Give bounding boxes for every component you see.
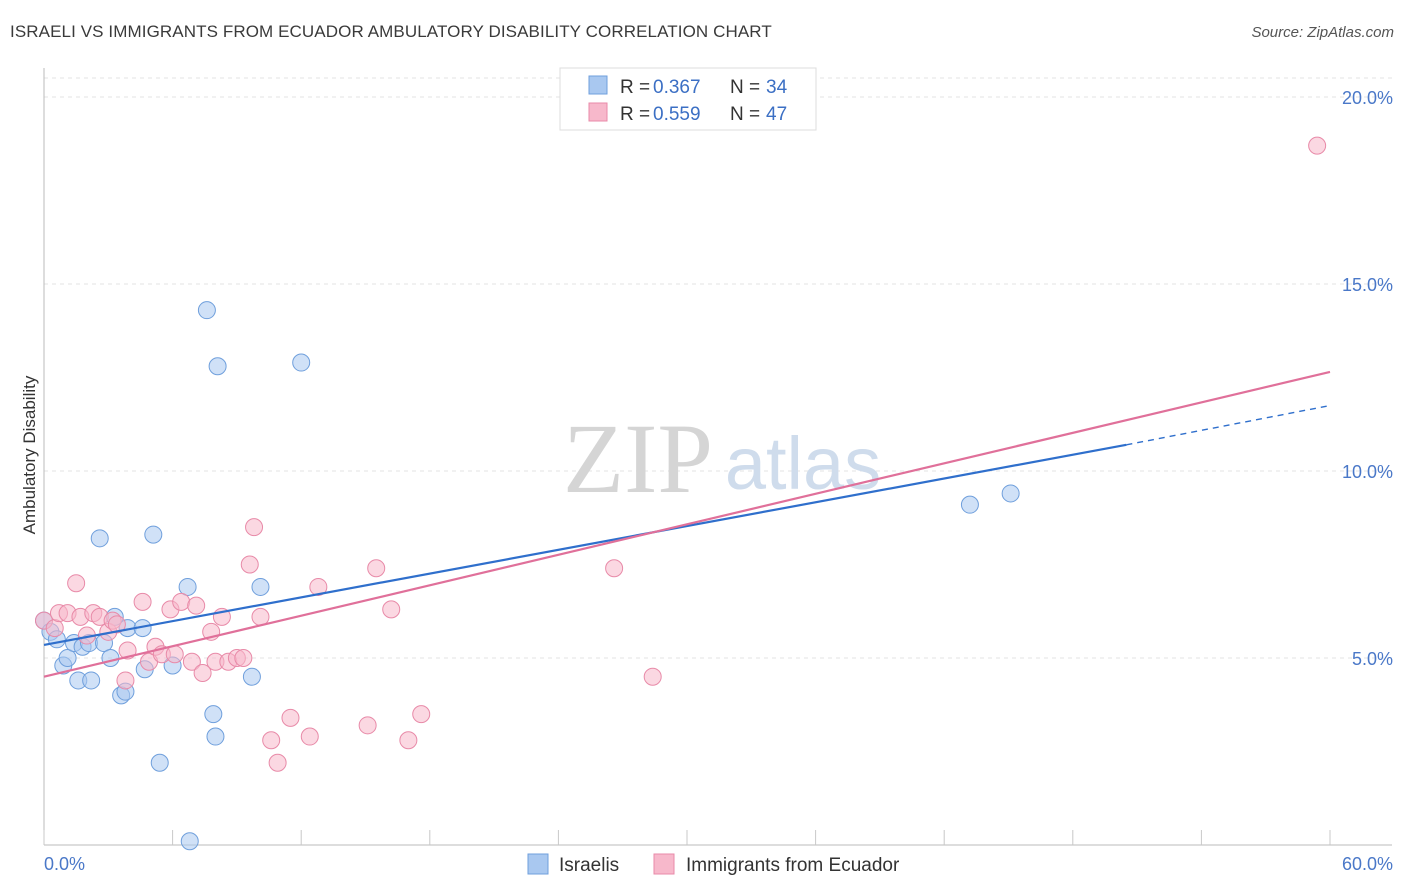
watermark-atlas: atlas bbox=[725, 422, 881, 505]
israelis-point bbox=[144, 525, 163, 544]
ecuador-point bbox=[399, 731, 418, 750]
israelis-point bbox=[208, 357, 227, 376]
y-tick-label: 5.0% bbox=[1352, 649, 1393, 669]
ecuador-point bbox=[358, 716, 377, 735]
legend-swatch-israelis bbox=[588, 75, 608, 95]
ecuador-point bbox=[67, 574, 86, 593]
ecuador-points bbox=[35, 136, 1327, 772]
israelis-point bbox=[251, 577, 270, 596]
ecuador-point bbox=[193, 663, 212, 682]
ecuador-point bbox=[245, 518, 264, 537]
israelis-point bbox=[178, 577, 197, 596]
israelis-point bbox=[180, 832, 199, 851]
y-axis-label: Ambulatory Disability bbox=[20, 375, 39, 534]
y-tick-label: 15.0% bbox=[1342, 275, 1393, 295]
ecuador-point bbox=[251, 607, 270, 626]
ecuador-point bbox=[182, 652, 201, 671]
series-label-israelis: Israelis bbox=[559, 855, 619, 876]
israelis-point bbox=[197, 301, 216, 320]
legend-n-value-israelis: 34 bbox=[766, 77, 788, 98]
israelis-trend-line bbox=[43, 443, 1127, 646]
ecuador-point bbox=[107, 615, 126, 634]
x-tick-label: 0.0% bbox=[44, 854, 85, 874]
israelis-point bbox=[101, 649, 120, 667]
source-credit: Source: ZipAtlas.com bbox=[1251, 24, 1394, 41]
axes bbox=[43, 68, 1392, 846]
israelis-point bbox=[206, 727, 225, 746]
ecuador-point bbox=[172, 592, 191, 611]
ecuador-point bbox=[643, 667, 662, 686]
israelis-point bbox=[82, 671, 101, 690]
legend-r-value-israelis: 0.367 bbox=[653, 77, 701, 98]
x-tick-label: 60.0% bbox=[1342, 854, 1393, 874]
ecuador-point bbox=[281, 708, 300, 727]
chart-title: ISRAELI VS IMMIGRANTS FROM ECUADOR AMBUL… bbox=[10, 22, 772, 41]
ecuador-point bbox=[187, 596, 206, 615]
israelis-point bbox=[292, 353, 311, 372]
israelis-point bbox=[1001, 484, 1020, 503]
ecuador-point bbox=[382, 600, 401, 619]
watermark: ZIP atlas bbox=[563, 403, 881, 514]
israelis-point bbox=[960, 495, 979, 514]
ecuador-point bbox=[240, 555, 259, 574]
legend-r-label: R = bbox=[620, 104, 650, 125]
legend-swatch-ecuador bbox=[588, 102, 608, 122]
ecuador-point bbox=[262, 731, 281, 750]
ecuador-point bbox=[309, 577, 328, 596]
ecuador-point bbox=[412, 705, 431, 724]
series-label-ecuador: Immigrants from Ecuador bbox=[686, 855, 900, 876]
ecuador-point bbox=[268, 753, 287, 772]
tick-labels: 5.0% 10.0% 15.0% 20.0% 0.0% 60.0% bbox=[43, 88, 1393, 874]
legend-r-label: R = bbox=[620, 77, 650, 98]
ecuador-point bbox=[300, 727, 319, 746]
ecuador-point bbox=[165, 645, 184, 664]
trend-lines bbox=[43, 370, 1331, 678]
watermark-zip: ZIP bbox=[563, 403, 713, 514]
ecuador-point bbox=[367, 559, 386, 578]
stats-legend: R = 0.367 N = 34 R = 0.559 N = 47 bbox=[559, 67, 817, 131]
israelis-trend-extension bbox=[1126, 404, 1331, 446]
series-swatch-ecuador bbox=[653, 853, 675, 875]
series-swatch-israelis bbox=[527, 853, 549, 875]
israelis-point bbox=[58, 649, 77, 667]
legend-r-value-ecuador: 0.559 bbox=[653, 104, 701, 125]
ecuador-point bbox=[1308, 136, 1327, 155]
israelis-point bbox=[90, 529, 109, 548]
ecuador-point bbox=[45, 619, 64, 638]
israelis-point bbox=[242, 667, 261, 686]
legend-n-label: N = bbox=[730, 77, 760, 98]
israelis-point bbox=[150, 753, 169, 772]
ecuador-point bbox=[116, 671, 135, 690]
y-tick-label: 10.0% bbox=[1342, 462, 1393, 482]
ecuador-point bbox=[133, 592, 152, 611]
series-legend: Israelis Immigrants from Ecuador bbox=[527, 853, 900, 876]
ecuador-trend-line bbox=[43, 370, 1331, 678]
ecuador-point bbox=[234, 649, 253, 667]
legend-n-value-ecuador: 47 bbox=[766, 104, 787, 125]
legend-n-label: N = bbox=[730, 104, 760, 125]
israelis-point bbox=[204, 705, 223, 724]
ecuador-point bbox=[605, 559, 624, 578]
y-tick-label: 20.0% bbox=[1342, 88, 1393, 108]
israelis-points bbox=[35, 301, 1020, 851]
